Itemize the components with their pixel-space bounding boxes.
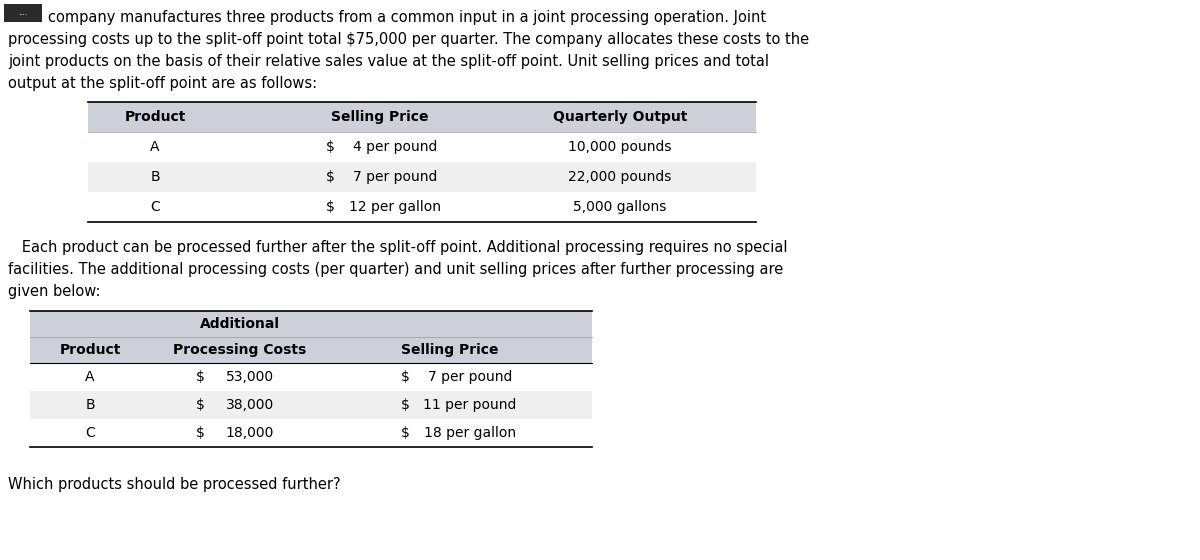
Text: Additional: Additional: [200, 317, 280, 331]
Bar: [30, 363, 592, 391]
Text: 18,000: 18,000: [226, 426, 274, 440]
Text: $: $: [325, 170, 335, 184]
Text: $: $: [401, 370, 409, 384]
Bar: [30, 311, 592, 337]
Text: 5,000 gallons: 5,000 gallons: [574, 200, 667, 214]
Text: 12 per gallon: 12 per gallon: [349, 200, 442, 214]
Bar: [88, 192, 756, 222]
Text: $: $: [196, 426, 204, 440]
Text: 4 per pound: 4 per pound: [353, 140, 437, 154]
Text: $: $: [401, 426, 409, 440]
Text: $: $: [196, 398, 204, 412]
Text: 10,000 pounds: 10,000 pounds: [569, 140, 672, 154]
Bar: [4, 4, 42, 22]
Text: 18 per gallon: 18 per gallon: [424, 426, 516, 440]
Text: B: B: [150, 170, 160, 184]
Text: given below:: given below:: [8, 284, 101, 299]
Text: C: C: [85, 426, 95, 440]
Text: facilities. The additional processing costs (per quarter) and unit selling price: facilities. The additional processing co…: [8, 262, 784, 277]
Text: $: $: [325, 140, 335, 154]
Text: 22,000 pounds: 22,000 pounds: [569, 170, 672, 184]
Text: Selling Price: Selling Price: [401, 343, 499, 357]
Bar: [30, 391, 592, 419]
Text: A: A: [150, 140, 160, 154]
Text: ....: ....: [18, 10, 28, 16]
Text: company manufactures three products from a common input in a joint processing op: company manufactures three products from…: [48, 10, 766, 25]
Text: Selling Price: Selling Price: [331, 110, 428, 124]
Text: $: $: [401, 398, 409, 412]
Text: Processing Costs: Processing Costs: [173, 343, 307, 357]
Text: processing costs up to the split-off point total $75,000 per quarter. The compan: processing costs up to the split-off poi…: [8, 32, 809, 47]
Text: Product: Product: [59, 343, 121, 357]
Text: 11 per pound: 11 per pound: [424, 398, 517, 412]
Text: 7 per pound: 7 per pound: [428, 370, 512, 384]
Text: 7 per pound: 7 per pound: [353, 170, 437, 184]
Text: C: C: [150, 200, 160, 214]
Text: B: B: [85, 398, 95, 412]
Text: $: $: [196, 370, 204, 384]
Text: $: $: [325, 200, 335, 214]
Text: joint products on the basis of their relative sales value at the split-off point: joint products on the basis of their rel…: [8, 54, 769, 69]
Text: 38,000: 38,000: [226, 398, 274, 412]
Text: Product: Product: [125, 110, 186, 124]
Text: Each product can be processed further after the split-off point. Additional proc: Each product can be processed further af…: [8, 240, 787, 255]
Text: Quarterly Output: Quarterly Output: [553, 110, 688, 124]
Bar: [30, 419, 592, 447]
Text: Which products should be processed further?: Which products should be processed furth…: [8, 477, 341, 492]
Bar: [88, 132, 756, 162]
Bar: [88, 162, 756, 192]
Bar: [30, 337, 592, 363]
Text: 53,000: 53,000: [226, 370, 274, 384]
Bar: [88, 102, 756, 132]
Text: output at the split-off point are as follows:: output at the split-off point are as fol…: [8, 76, 317, 91]
Text: A: A: [85, 370, 95, 384]
